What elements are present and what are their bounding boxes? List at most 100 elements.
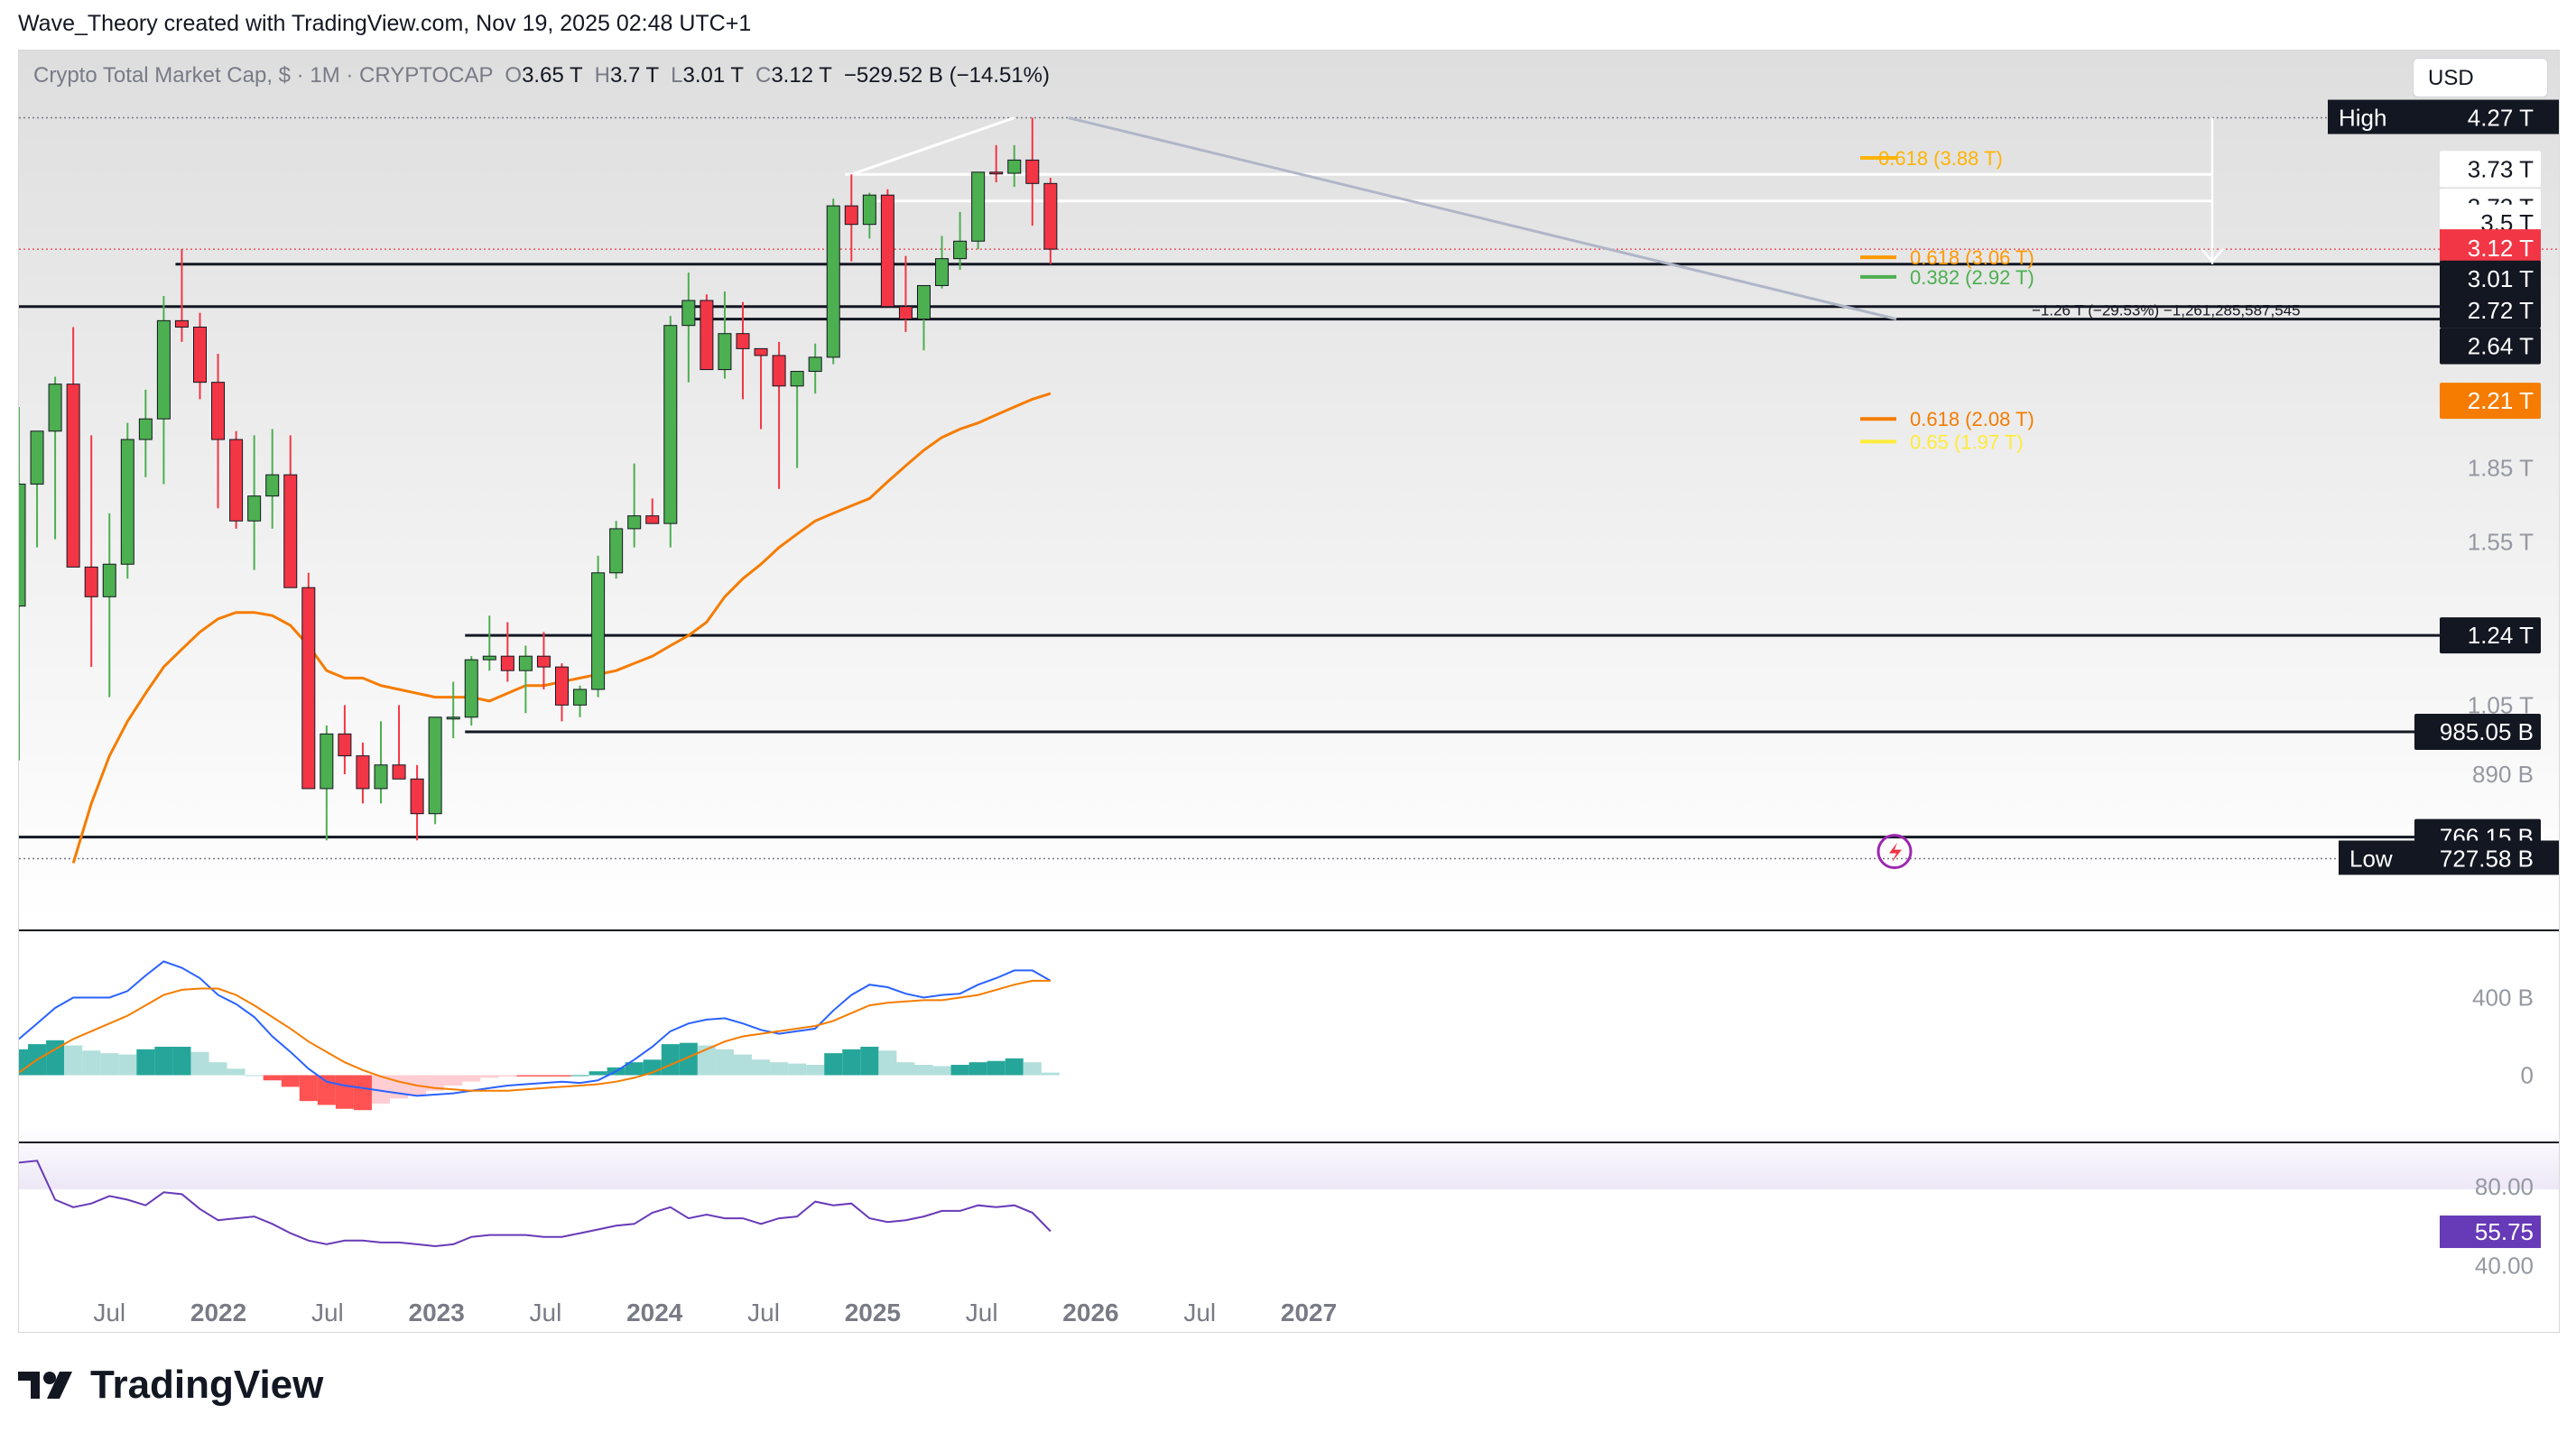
candle-body	[898, 306, 913, 320]
candle-body	[30, 430, 44, 485]
candle-body	[138, 418, 153, 440]
low-tag-bg	[2339, 840, 2559, 875]
price-label-124: 1.24 T	[2468, 622, 2534, 649]
candle-body	[19, 483, 26, 607]
fib-label: 0.618 (3.06 T)	[1910, 246, 2034, 269]
fib-label: 0.618 (2.08 T)	[1910, 408, 2034, 430]
currency-button[interactable]: USD	[2413, 58, 2548, 97]
x-tick-label: 2024	[626, 1299, 683, 1326]
brand-name: TradingView	[90, 1363, 324, 1407]
macd-histogram-bar	[172, 1046, 191, 1076]
price-label-301-bg	[2440, 260, 2541, 297]
price-label-264-bg	[2440, 328, 2541, 365]
macd-histogram-bar	[878, 1050, 897, 1076]
macd-histogram-bar	[19, 1049, 29, 1076]
x-tick-label: Jul	[311, 1299, 344, 1326]
macd-histogram-bar	[1005, 1058, 1024, 1076]
price-label-124-bg	[2440, 617, 2541, 654]
y-tick-label: 1.85 T	[2468, 455, 2534, 482]
macd-histogram-bar	[697, 1045, 716, 1076]
close-value: 3.12 T	[771, 63, 832, 88]
x-tick-label: Jul	[966, 1299, 998, 1326]
macd-histogram-bar	[208, 1062, 227, 1076]
candle-body	[573, 689, 588, 706]
candle-body	[265, 474, 280, 497]
candle-body	[663, 325, 678, 524]
candle-body	[500, 655, 514, 671]
x-tick-label: 2023	[409, 1299, 465, 1326]
candle-body	[754, 347, 768, 356]
high-value: 3.7 T	[609, 63, 659, 88]
macd-histogram-bar	[100, 1053, 119, 1076]
candle-body	[374, 764, 388, 790]
flash-icon-bolt	[1889, 842, 1902, 863]
high-tag-label: High	[2339, 105, 2386, 132]
macd-histogram-bar	[154, 1046, 173, 1076]
macd-histogram-bar	[64, 1045, 83, 1076]
macd-histogram-bar	[788, 1063, 807, 1076]
macd-histogram-bar	[46, 1040, 65, 1076]
candle-body	[935, 258, 950, 286]
candle-body	[808, 356, 822, 373]
chart-canvas[interactable]: −1.26 T (−29.53%) −1,261,285,587,545 0.61…	[19, 51, 2559, 1332]
candle-body	[102, 563, 116, 597]
macd-tick-label: 0	[2521, 1062, 2534, 1089]
candle-body	[609, 528, 624, 574]
y-tick-label: 1.55 T	[2468, 529, 2534, 556]
macd-histogram-bar	[679, 1042, 698, 1076]
tradingview-logo[interactable]: TradingView	[18, 1363, 323, 1408]
macd-histogram-bar	[1041, 1072, 1060, 1076]
high-tag-bg	[2328, 99, 2559, 134]
candle-body	[772, 355, 786, 387]
macd-histogram-bar	[335, 1075, 354, 1109]
macd-histogram-bar	[806, 1065, 825, 1076]
candle-body	[518, 655, 533, 671]
macd-histogram-bar	[932, 1066, 951, 1076]
macd-histogram-bar	[353, 1075, 372, 1111]
change-value: −529.52 B (−14.51%)	[843, 63, 1051, 88]
candle-body	[392, 764, 406, 780]
white-trendline	[850, 116, 1015, 176]
candle-body	[953, 240, 968, 260]
macd-histogram-bar	[118, 1054, 137, 1076]
fib-label: 0.65 (1.97 T)	[1910, 430, 2024, 453]
rsi-band	[19, 1126, 2559, 1189]
candle-body	[48, 384, 62, 432]
candle-body	[301, 587, 316, 790]
candle-body	[120, 439, 134, 565]
macd-histogram-bar	[516, 1075, 535, 1077]
candle-body	[681, 300, 696, 327]
price-pane-bg	[19, 51, 2559, 922]
low-tag-value: 727.58 B	[2440, 845, 2534, 872]
macd-histogram-bar	[770, 1062, 789, 1076]
candle-body	[247, 495, 262, 522]
candle-body	[283, 474, 298, 588]
candle-body	[482, 655, 496, 661]
measure-text: −1.26 T (−29.53%) −1,261,285,587,545	[2032, 302, 2301, 319]
price-label-985: 985.05 B	[2440, 718, 2534, 745]
measure-diagonal	[1068, 116, 1897, 321]
macd-histogram-bar	[263, 1075, 282, 1081]
high-label: H	[594, 63, 610, 88]
price-label-373a: 3.73 T	[2468, 155, 2534, 182]
x-tick-label: 2026	[1062, 1299, 1118, 1326]
x-tick-label: 2027	[1281, 1299, 1337, 1326]
rsi-value-bg	[2440, 1216, 2541, 1249]
price-label-272-bg	[2440, 291, 2541, 328]
macd-histogram-bar	[444, 1075, 463, 1086]
low-value: 3.01 T	[682, 63, 744, 88]
macd-histogram-bar	[462, 1075, 481, 1082]
macd-histogram-bar	[190, 1051, 209, 1076]
x-tick-label: Jul	[1183, 1299, 1216, 1326]
tradingview-logo-icon	[18, 1372, 72, 1399]
candle-body	[826, 205, 840, 358]
candle-body	[862, 194, 876, 226]
macd-histogram-bar	[136, 1049, 155, 1076]
x-tick-label: 2022	[190, 1299, 246, 1326]
chart-credit: Wave_Theory created with TradingView.com…	[18, 11, 752, 36]
macd-histogram-bar	[227, 1068, 246, 1076]
chart-frame[interactable]: −1.26 T (−29.53%) −1,261,285,587,545 0.61…	[18, 50, 2560, 1333]
macd-histogram-bar	[715, 1049, 734, 1076]
candle-body	[320, 733, 334, 790]
price-label-264: 2.64 T	[2468, 333, 2534, 360]
